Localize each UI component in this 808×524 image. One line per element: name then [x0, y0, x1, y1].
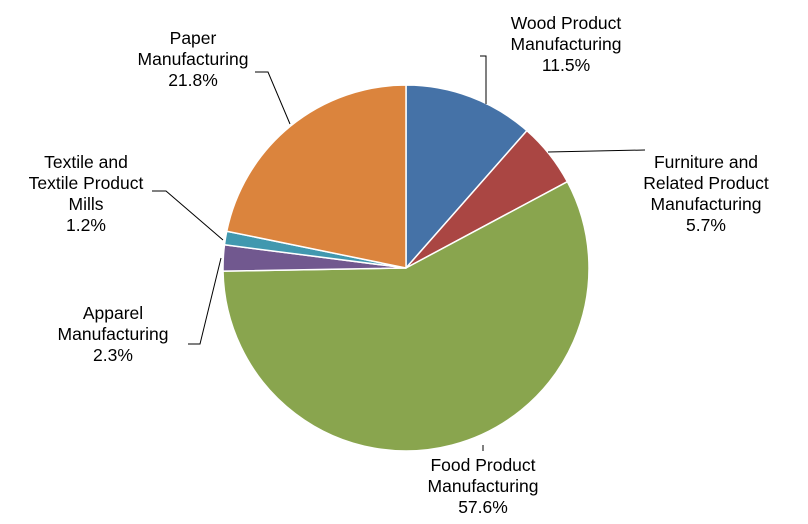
leader-line-furniture-and-related-product-manufacturing [547, 149, 646, 153]
slice-name-line: Related Product [643, 173, 769, 193]
leader-line-wood-product-manufacturing [480, 55, 487, 104]
slice-name-line: Manufacturing [651, 194, 762, 214]
slice-label-wood-product-manufacturing: Wood Product Manufacturing 11.5% [511, 13, 622, 75]
slice-name-line: Textile Product [29, 173, 144, 193]
slice-value-label: 5.7% [686, 215, 726, 235]
pie-slice-food-product-manufacturing [222, 180, 590, 452]
leader-line-textile-and-textile-product-mills [152, 190, 224, 241]
slice-name-line: Manufacturing [138, 49, 249, 69]
slice-value-label: 57.6% [458, 497, 508, 517]
slice-name-line: Textile and [44, 152, 128, 172]
slice-name-line: Mills [69, 194, 104, 214]
slice-label-apparel-manufacturing: Apparel Manufacturing 2.3% [58, 303, 169, 365]
slice-label-paper-manufacturing: Paper Manufacturing 21.8% [138, 28, 249, 90]
slice-labels: Wood Product Manufacturing 11.5%Furniture … [29, 13, 769, 517]
slice-name-line: Manufacturing [58, 324, 169, 344]
slice-name-line: Food Product [430, 455, 535, 475]
slice-label-furniture-and-related-product-manufacturing: Furniture and Related Product Manufacturin… [643, 152, 769, 235]
slice-value-label: 2.3% [93, 345, 133, 365]
slice-name-line: Manufacturing [511, 34, 622, 54]
pie-slices [222, 84, 590, 452]
slice-value-label: 1.2% [66, 215, 106, 235]
slice-label-textile-and-textile-product-mills: Textile and Textile Product Mills 1.2% [29, 152, 144, 235]
slice-name-line: Furniture and [654, 152, 758, 172]
slice-label-food-product-manufacturing: Food Product Manufacturing 57.6% [428, 455, 539, 517]
slice-value-label: 21.8% [168, 70, 218, 90]
pie-slice-wood-product-manufacturing [405, 84, 528, 269]
leader-line-paper-manufacturing [255, 71, 291, 125]
slice-name-line: Paper [170, 28, 217, 48]
leader-line-apparel-manufacturing [188, 257, 222, 345]
leader-lines [152, 55, 646, 451]
slice-name-line: Manufacturing [428, 476, 539, 496]
pie-slice-paper-manufacturing [225, 84, 407, 269]
slice-name-line: Wood Product [511, 13, 622, 33]
slice-name-line: Apparel [83, 303, 143, 323]
slice-value-label: 11.5% [542, 55, 590, 75]
